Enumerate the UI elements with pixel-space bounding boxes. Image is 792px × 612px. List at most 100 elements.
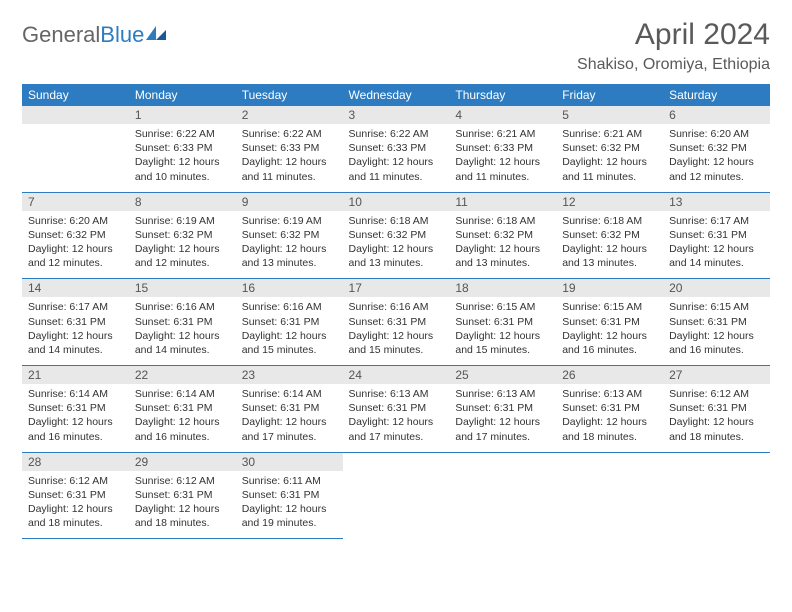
- day-info: Sunrise: 6:14 AMSunset: 6:31 PMDaylight:…: [22, 384, 129, 452]
- day-info: Sunrise: 6:11 AMSunset: 6:31 PMDaylight:…: [236, 471, 343, 539]
- day-info: Sunrise: 6:22 AMSunset: 6:33 PMDaylight:…: [236, 124, 343, 192]
- day-number: 10: [343, 193, 450, 211]
- calendar-day-cell: 10Sunrise: 6:18 AMSunset: 6:32 PMDayligh…: [343, 192, 450, 279]
- calendar-week-row: 14Sunrise: 6:17 AMSunset: 6:31 PMDayligh…: [22, 279, 770, 366]
- day-number-empty: [22, 106, 129, 124]
- logo-text-general: General: [22, 22, 100, 48]
- day-info: Sunrise: 6:16 AMSunset: 6:31 PMDaylight:…: [236, 297, 343, 365]
- day-number: 19: [556, 279, 663, 297]
- day-info: Sunrise: 6:14 AMSunset: 6:31 PMDaylight:…: [236, 384, 343, 452]
- day-info: Sunrise: 6:18 AMSunset: 6:32 PMDaylight:…: [449, 211, 556, 279]
- calendar-table: SundayMondayTuesdayWednesdayThursdayFrid…: [22, 84, 770, 539]
- day-info: Sunrise: 6:17 AMSunset: 6:31 PMDaylight:…: [22, 297, 129, 365]
- day-info: Sunrise: 6:16 AMSunset: 6:31 PMDaylight:…: [129, 297, 236, 365]
- day-info: Sunrise: 6:15 AMSunset: 6:31 PMDaylight:…: [556, 297, 663, 365]
- day-info: Sunrise: 6:21 AMSunset: 6:33 PMDaylight:…: [449, 124, 556, 192]
- day-info: Sunrise: 6:16 AMSunset: 6:31 PMDaylight:…: [343, 297, 450, 365]
- weekday-header: Saturday: [663, 84, 770, 106]
- page-header: GeneralBlue April 2024 Shakiso, Oromiya,…: [22, 18, 770, 74]
- day-number: 6: [663, 106, 770, 124]
- weekday-header: Thursday: [449, 84, 556, 106]
- calendar-day-cell: 30Sunrise: 6:11 AMSunset: 6:31 PMDayligh…: [236, 452, 343, 539]
- calendar-day-cell: 2Sunrise: 6:22 AMSunset: 6:33 PMDaylight…: [236, 106, 343, 192]
- day-info: Sunrise: 6:13 AMSunset: 6:31 PMDaylight:…: [449, 384, 556, 452]
- calendar-day-cell: 9Sunrise: 6:19 AMSunset: 6:32 PMDaylight…: [236, 192, 343, 279]
- day-number: 20: [663, 279, 770, 297]
- day-info: Sunrise: 6:12 AMSunset: 6:31 PMDaylight:…: [663, 384, 770, 452]
- day-number: 13: [663, 193, 770, 211]
- calendar-day-cell: 14Sunrise: 6:17 AMSunset: 6:31 PMDayligh…: [22, 279, 129, 366]
- calendar-day-cell: 5Sunrise: 6:21 AMSunset: 6:32 PMDaylight…: [556, 106, 663, 192]
- calendar-day-cell: 7Sunrise: 6:20 AMSunset: 6:32 PMDaylight…: [22, 192, 129, 279]
- day-number: 25: [449, 366, 556, 384]
- day-number: 21: [22, 366, 129, 384]
- day-number: 28: [22, 453, 129, 471]
- title-block: April 2024 Shakiso, Oromiya, Ethiopia: [577, 18, 770, 74]
- day-number: 9: [236, 193, 343, 211]
- calendar-day-cell: 16Sunrise: 6:16 AMSunset: 6:31 PMDayligh…: [236, 279, 343, 366]
- location: Shakiso, Oromiya, Ethiopia: [577, 56, 770, 74]
- day-number: 24: [343, 366, 450, 384]
- month-title: April 2024: [577, 18, 770, 52]
- calendar-day-cell: 23Sunrise: 6:14 AMSunset: 6:31 PMDayligh…: [236, 366, 343, 453]
- calendar-day-cell: 22Sunrise: 6:14 AMSunset: 6:31 PMDayligh…: [129, 366, 236, 453]
- day-number: 17: [343, 279, 450, 297]
- weekday-header: Wednesday: [343, 84, 450, 106]
- logo-text-blue: Blue: [100, 22, 144, 48]
- logo: GeneralBlue: [22, 18, 168, 50]
- day-number: 5: [556, 106, 663, 124]
- calendar-day-cell: 11Sunrise: 6:18 AMSunset: 6:32 PMDayligh…: [449, 192, 556, 279]
- calendar-weekday-header: SundayMondayTuesdayWednesdayThursdayFrid…: [22, 84, 770, 106]
- day-info: Sunrise: 6:18 AMSunset: 6:32 PMDaylight:…: [343, 211, 450, 279]
- day-number: 18: [449, 279, 556, 297]
- day-info: Sunrise: 6:13 AMSunset: 6:31 PMDaylight:…: [343, 384, 450, 452]
- calendar-day-cell: 25Sunrise: 6:13 AMSunset: 6:31 PMDayligh…: [449, 366, 556, 453]
- calendar-day-cell: 1Sunrise: 6:22 AMSunset: 6:33 PMDaylight…: [129, 106, 236, 192]
- day-number: 30: [236, 453, 343, 471]
- calendar-day-cell: 13Sunrise: 6:17 AMSunset: 6:31 PMDayligh…: [663, 192, 770, 279]
- day-info: Sunrise: 6:20 AMSunset: 6:32 PMDaylight:…: [22, 211, 129, 279]
- calendar-day-cell: [449, 452, 556, 539]
- day-info: Sunrise: 6:12 AMSunset: 6:31 PMDaylight:…: [129, 471, 236, 539]
- day-info: Sunrise: 6:14 AMSunset: 6:31 PMDaylight:…: [129, 384, 236, 452]
- calendar-day-cell: 19Sunrise: 6:15 AMSunset: 6:31 PMDayligh…: [556, 279, 663, 366]
- day-number: 22: [129, 366, 236, 384]
- day-info: Sunrise: 6:18 AMSunset: 6:32 PMDaylight:…: [556, 211, 663, 279]
- weekday-header: Tuesday: [236, 84, 343, 106]
- weekday-header: Monday: [129, 84, 236, 106]
- calendar-day-cell: 4Sunrise: 6:21 AMSunset: 6:33 PMDaylight…: [449, 106, 556, 192]
- day-number: 16: [236, 279, 343, 297]
- day-number: 14: [22, 279, 129, 297]
- logo-mark-icon: [146, 24, 168, 50]
- calendar-day-cell: [663, 452, 770, 539]
- calendar-day-cell: 6Sunrise: 6:20 AMSunset: 6:32 PMDaylight…: [663, 106, 770, 192]
- day-info: Sunrise: 6:20 AMSunset: 6:32 PMDaylight:…: [663, 124, 770, 192]
- day-info: Sunrise: 6:12 AMSunset: 6:31 PMDaylight:…: [22, 471, 129, 539]
- calendar-day-cell: 26Sunrise: 6:13 AMSunset: 6:31 PMDayligh…: [556, 366, 663, 453]
- day-number: 2: [236, 106, 343, 124]
- calendar-week-row: 21Sunrise: 6:14 AMSunset: 6:31 PMDayligh…: [22, 366, 770, 453]
- day-number: 4: [449, 106, 556, 124]
- day-number: 15: [129, 279, 236, 297]
- weekday-header: Friday: [556, 84, 663, 106]
- calendar-day-cell: 15Sunrise: 6:16 AMSunset: 6:31 PMDayligh…: [129, 279, 236, 366]
- day-info: Sunrise: 6:22 AMSunset: 6:33 PMDaylight:…: [343, 124, 450, 192]
- weekday-header: Sunday: [22, 84, 129, 106]
- calendar-day-cell: 3Sunrise: 6:22 AMSunset: 6:33 PMDaylight…: [343, 106, 450, 192]
- calendar-day-cell: 20Sunrise: 6:15 AMSunset: 6:31 PMDayligh…: [663, 279, 770, 366]
- day-info: Sunrise: 6:17 AMSunset: 6:31 PMDaylight:…: [663, 211, 770, 279]
- calendar-week-row: 28Sunrise: 6:12 AMSunset: 6:31 PMDayligh…: [22, 452, 770, 539]
- calendar-day-cell: 29Sunrise: 6:12 AMSunset: 6:31 PMDayligh…: [129, 452, 236, 539]
- day-info: Sunrise: 6:15 AMSunset: 6:31 PMDaylight:…: [663, 297, 770, 365]
- day-number: 3: [343, 106, 450, 124]
- calendar-day-cell: 24Sunrise: 6:13 AMSunset: 6:31 PMDayligh…: [343, 366, 450, 453]
- calendar-day-cell: [22, 106, 129, 192]
- calendar-day-cell: 17Sunrise: 6:16 AMSunset: 6:31 PMDayligh…: [343, 279, 450, 366]
- day-info: Sunrise: 6:19 AMSunset: 6:32 PMDaylight:…: [129, 211, 236, 279]
- day-number: 7: [22, 193, 129, 211]
- day-number: 8: [129, 193, 236, 211]
- calendar-day-cell: 27Sunrise: 6:12 AMSunset: 6:31 PMDayligh…: [663, 366, 770, 453]
- day-info: Sunrise: 6:15 AMSunset: 6:31 PMDaylight:…: [449, 297, 556, 365]
- calendar-body: 1Sunrise: 6:22 AMSunset: 6:33 PMDaylight…: [22, 106, 770, 539]
- day-number: 11: [449, 193, 556, 211]
